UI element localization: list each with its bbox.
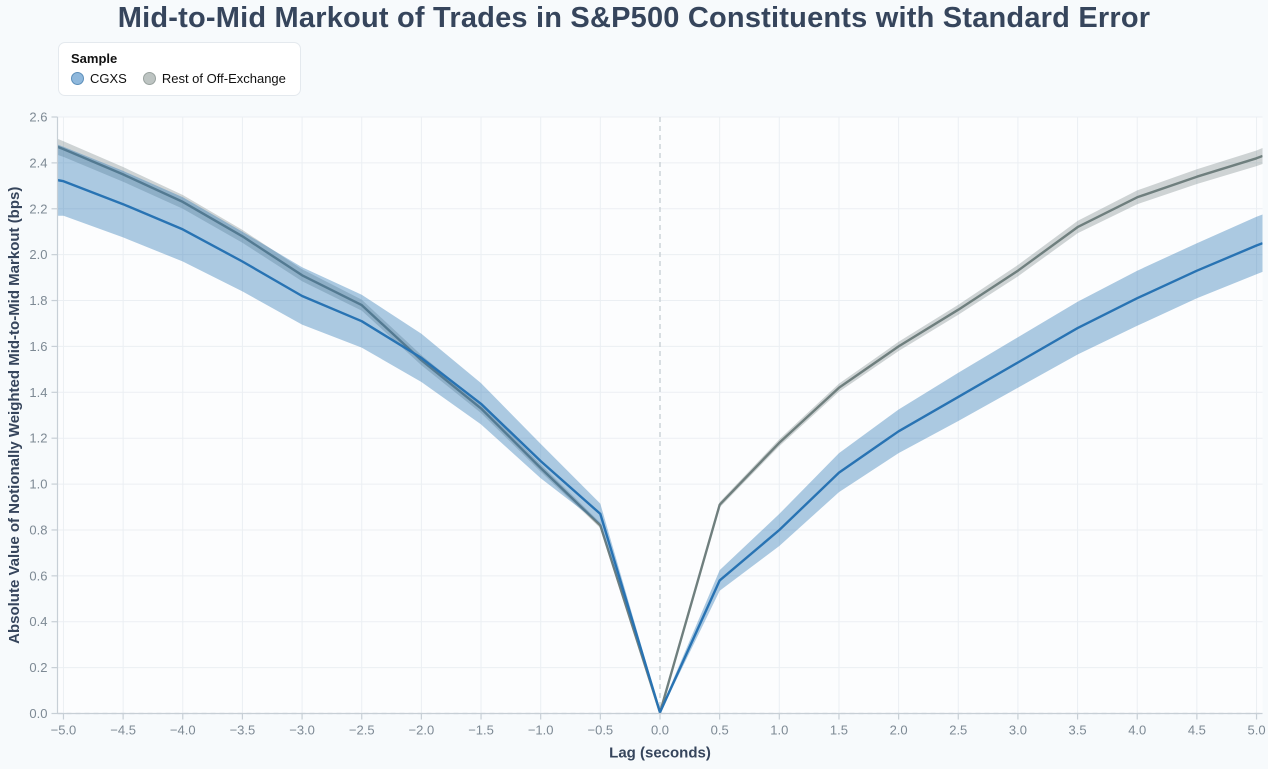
x-tick-label: −5.0 (51, 723, 77, 738)
x-tick-label: −4.0 (170, 723, 196, 738)
y-tick-label: 1.8 (29, 293, 47, 308)
legend-items: CGXS Rest of Off-Exchange (71, 71, 286, 86)
x-tick-label: 2.0 (890, 723, 908, 738)
y-tick-label: 1.6 (29, 339, 47, 354)
y-tick-label: 1.2 (29, 431, 47, 446)
y-tick-label: 2.4 (29, 155, 47, 170)
legend-item-label: CGXS (90, 71, 127, 86)
x-tick-label: 1.0 (770, 723, 788, 738)
x-tick-label: −1.0 (528, 723, 554, 738)
cgxs-line (57, 178, 1263, 714)
page-title: Mid-to-Mid Markout of Trades in S&P500 C… (117, 2, 1151, 34)
y-tick-label: 0.6 (29, 568, 47, 583)
x-axis-title: Lag (seconds) (609, 745, 711, 762)
cgxs-marker-icon (71, 72, 84, 85)
x-tick-label: 0.5 (711, 723, 729, 738)
y-tick-label: 2.0 (29, 247, 47, 262)
y-tick-label: 0.2 (29, 660, 47, 675)
y-tick-label: 2.2 (29, 201, 47, 216)
legend-title: Sample (71, 51, 118, 66)
x-tick-label: 5.0 (1247, 723, 1265, 738)
gridlines (57, 116, 1263, 714)
y-tick-label: 2.6 (29, 110, 47, 125)
x-tick-label: 4.0 (1128, 723, 1146, 738)
legend: Sample CGXS Rest of Off-Exchange (58, 42, 301, 96)
x-tick-label: 4.5 (1188, 723, 1206, 738)
legend-item-label: Rest of Off-Exchange (161, 71, 286, 86)
x-tick-label: −0.5 (588, 723, 614, 738)
x-tick-label: −3.5 (230, 723, 256, 738)
x-tick-label: 2.5 (949, 723, 967, 738)
y-tick-label: 0.0 (29, 706, 47, 721)
y-tick-label: 1.4 (29, 385, 47, 400)
x-tick-label: −1.5 (468, 723, 494, 738)
x-tick-label: −2.5 (349, 723, 375, 738)
x-tick-label: −2.0 (409, 723, 435, 738)
x-tick-label: −3.0 (289, 723, 315, 738)
legend-item-cgxs[interactable]: CGXS (71, 71, 127, 86)
plot-area[interactable] (57, 138, 1263, 714)
rest-of-off-exchange-marker-icon (142, 72, 156, 85)
legend-item-rest-of-off-exchange[interactable]: Rest of Off-Exchange (142, 71, 286, 86)
axes (51, 116, 1263, 720)
y-axis-title: Absolute Value of Notionally Weighted Mi… (6, 187, 23, 644)
x-tick-label: 0.0 (651, 723, 669, 738)
cgxs-stderr-band (57, 144, 1263, 714)
y-tick-label: 0.8 (29, 522, 47, 537)
x-tick-label: 3.5 (1069, 723, 1087, 738)
x-tick-label: −4.5 (110, 723, 136, 738)
x-tick-label: 3.0 (1009, 723, 1027, 738)
y-tick-label: 1.0 (29, 477, 47, 492)
x-tick-label: 1.5 (830, 723, 848, 738)
y-tick-label: 0.4 (29, 614, 47, 629)
